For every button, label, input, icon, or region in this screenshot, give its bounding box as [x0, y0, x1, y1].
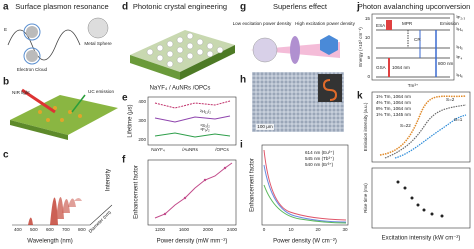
- panel-title: Surface plasmon resonance: [15, 2, 108, 11]
- panel-a: a Surface plasmon resonance Metal Sphere…: [3, 2, 112, 73]
- y-label: Intensity: [106, 169, 112, 191]
- panel-letter: a: [3, 2, 9, 13]
- legend: ⁴F₉/₂: [200, 127, 210, 132]
- tick: 600: [46, 227, 54, 232]
- legend: 1% Tm, 1064 nm: [376, 94, 411, 99]
- tick: /AuNRs: [182, 147, 199, 152]
- tick: 300: [138, 118, 146, 123]
- tick: 20: [315, 227, 321, 232]
- tick: 0: [263, 227, 266, 232]
- tick: 400: [14, 227, 22, 232]
- panel-b: b NIR light UC emission: [3, 77, 118, 140]
- y-label: Energy (×10³ cm⁻¹): [358, 27, 363, 67]
- label: 1064 nm: [392, 65, 410, 70]
- panel-letter: i: [240, 140, 243, 151]
- y-label: Rise time (ms): [363, 183, 368, 213]
- label: CR: [414, 37, 421, 42]
- tick: 400: [138, 99, 146, 104]
- x-label: Power density (W cm⁻²): [273, 239, 337, 245]
- legend: 540 nm (Er³⁺): [305, 162, 334, 167]
- x-label: Excitation intensity (kW cm⁻²): [382, 236, 461, 242]
- legend: 545 nm (Tb³⁺): [305, 156, 334, 161]
- legend: 4% Tm, 1064 nm: [376, 100, 411, 105]
- panel-c: c 400 500 600 700 800 Wavelength (nm) In…: [3, 150, 112, 245]
- panel-title: Photonic crystal engineering: [133, 2, 227, 11]
- panel-e: e 200 300 400 NaYF₄ /AuNRs /OPCs Lifetim…: [122, 93, 237, 152]
- label: Electron Cloud: [17, 67, 48, 72]
- x-label: Wavelength (nm): [27, 239, 72, 245]
- legend: 8% Tm, 1064 nm: [376, 106, 411, 111]
- label: NaYF₄ / AuNRs /OPCs: [150, 86, 211, 92]
- tick: NaYF₄: [151, 147, 165, 152]
- tick: 15: [365, 16, 371, 21]
- scale-bar: 100 μm: [257, 124, 273, 129]
- y-label: Lifetime (μs): [128, 104, 134, 137]
- tick: 1200: [155, 227, 166, 232]
- label: NIR light: [12, 90, 30, 95]
- x-label: Power density (mW mm⁻²): [157, 239, 228, 245]
- label: S=22: [400, 123, 411, 128]
- label: E: [4, 27, 7, 32]
- panel-title: Superlens effect: [273, 2, 328, 11]
- panel-letter: e: [122, 93, 128, 104]
- panel-letter: d: [122, 2, 128, 13]
- legend: ²H₁₁/₂: [200, 109, 211, 114]
- label: S=1: [454, 117, 463, 122]
- legend: 614 nm (Eu³⁺): [305, 150, 335, 155]
- panel-letter: k: [357, 91, 363, 102]
- panel-letter: h: [240, 75, 246, 86]
- tick: 2000: [203, 227, 214, 232]
- tick: 2400: [227, 227, 238, 232]
- panel-letter: c: [3, 150, 9, 161]
- panel-k: k S=22 S=2 S=1 1% Tm, 1064 nm 4% Tm, 106…: [357, 91, 471, 242]
- panel-f: f 1200 1600 2000 2400 Power density (mW …: [122, 155, 238, 245]
- label: Emission: [440, 21, 459, 26]
- label: Tm³⁺: [408, 83, 419, 88]
- tick: 500: [30, 227, 38, 232]
- panel-title: Photon avalanching upconversion: [358, 2, 471, 11]
- legend: 1% Tm, 1345 nm: [376, 112, 411, 117]
- label: GSA: [376, 65, 387, 70]
- panel-j: j Photon avalanching upconversion ESA MP…: [356, 2, 470, 89]
- level: ³H₄: [456, 27, 463, 32]
- tick: 10: [365, 35, 371, 40]
- tick: 0: [367, 74, 370, 79]
- panel-d: d Photonic crystal engineering NaYF₄ / A…: [122, 2, 235, 92]
- label: High excitation power density: [295, 21, 355, 26]
- panel-letter: g: [240, 2, 246, 13]
- label: Metal Sphere: [84, 41, 112, 46]
- tick: 1600: [179, 227, 190, 232]
- y-label: Enhancement factor: [250, 158, 256, 212]
- level: ³F₂,₃: [456, 15, 465, 20]
- panel-i: i 0 10 20 30 Power density (W cm⁻²) Enha…: [240, 140, 349, 245]
- y-label: Emission intensity (a.u.): [363, 102, 368, 151]
- level: ³H₆: [456, 73, 463, 78]
- label: S=2: [446, 97, 455, 102]
- tick: 800: [78, 227, 86, 232]
- tick: 5: [367, 55, 370, 60]
- label: Low excitation power density: [233, 21, 292, 26]
- tick: 200: [138, 137, 146, 142]
- panel-letter: b: [3, 77, 9, 88]
- label: UC emission: [88, 89, 114, 94]
- panel-h: h 100 μm: [240, 72, 344, 132]
- level: ³F₄: [456, 55, 462, 60]
- label: 800 nm: [438, 61, 453, 66]
- tick: 10: [288, 227, 294, 232]
- level: ³H₅: [456, 45, 463, 50]
- panel-letter: j: [356, 2, 360, 13]
- tick: /OPCs: [215, 147, 229, 152]
- y-label: Enhancement factor: [134, 165, 140, 219]
- tick: 700: [62, 227, 70, 232]
- panel-g: g Superlens effect Low excitation power …: [233, 2, 356, 64]
- label: ESA: [376, 23, 386, 28]
- label: MPR: [402, 21, 413, 26]
- legend: ⁴S₃/₂: [200, 123, 210, 128]
- tick: 30: [342, 227, 348, 232]
- z-label: Diameter (nm): [88, 209, 113, 234]
- panel-letter: f: [122, 155, 126, 166]
